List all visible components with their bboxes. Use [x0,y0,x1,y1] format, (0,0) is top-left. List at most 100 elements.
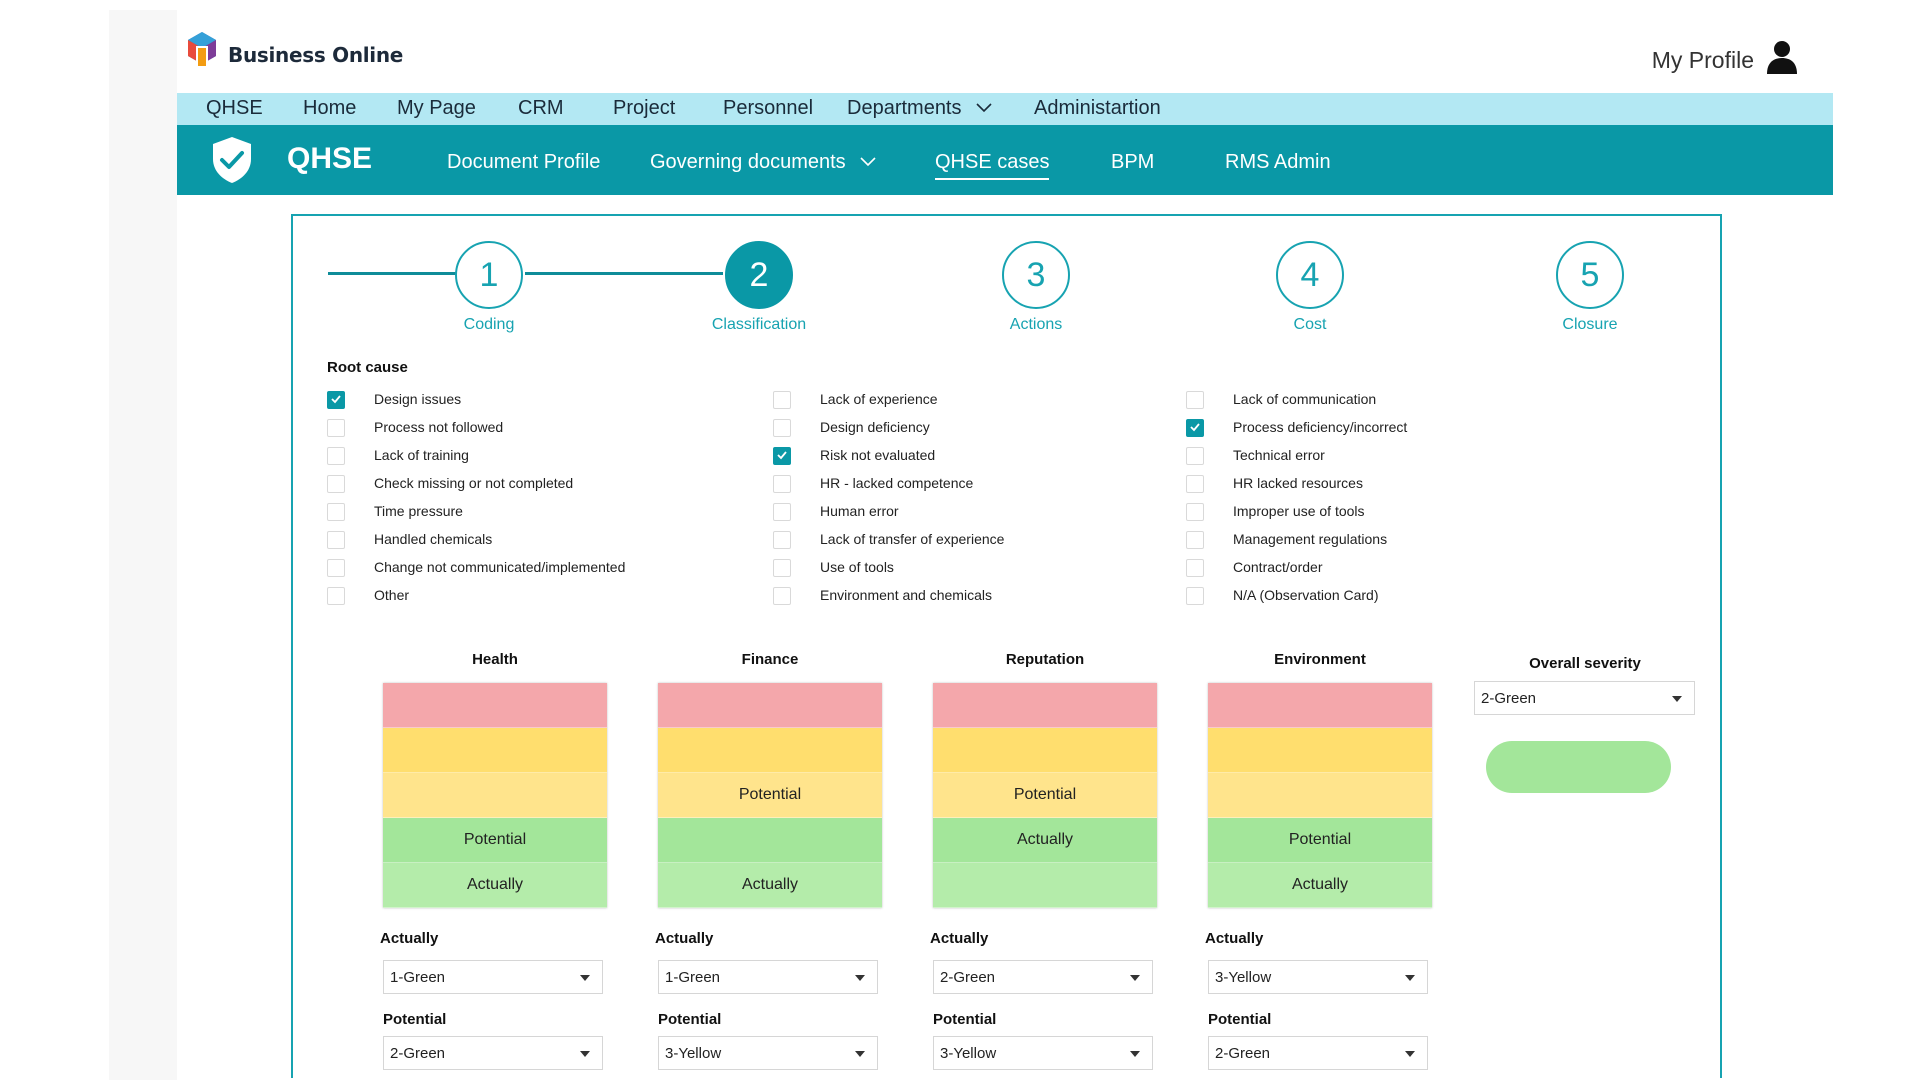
checkbox[interactable] [1186,391,1204,409]
checkbox[interactable] [1186,447,1204,465]
root-cause-option[interactable]: Human error [773,502,899,522]
actually-select[interactable]: 3-Yellow [1208,960,1428,994]
root-cause-option[interactable]: Handled chemicals [327,530,492,550]
potential-select[interactable]: 3-Yellow [658,1036,878,1070]
actually-select[interactable]: 1-Green [658,960,878,994]
checkbox[interactable] [773,559,791,577]
root-cause-option[interactable]: HR - lacked competence [773,474,973,494]
step-5-circle[interactable]: 5 [1556,241,1624,309]
nav-item-my-page[interactable]: My Page [397,97,476,119]
root-cause-option[interactable]: Risk not evaluated [773,446,935,466]
root-cause-option[interactable]: Change not communicated/implemented [327,558,625,578]
root-cause-option[interactable]: Check missing or not completed [327,474,573,494]
severity-band[interactable]: Actually [1208,863,1432,908]
severity-band[interactable]: Potential [383,818,607,863]
severity-band[interactable] [933,728,1157,773]
nav-item-crm[interactable]: CRM [518,97,564,119]
brand[interactable]: Business Online [182,30,403,79]
subnav-document-profile[interactable]: Document Profile [447,151,601,173]
root-cause-option[interactable]: Technical error [1186,446,1325,466]
potential-select[interactable]: 3-Yellow [933,1036,1153,1070]
nav-item-qhse[interactable]: QHSE [206,97,263,119]
severity-band[interactable] [1208,728,1432,773]
profile-menu[interactable]: My Profile [1652,40,1798,80]
nav-item-administartion[interactable]: Administartion [1034,97,1161,119]
root-cause-option[interactable]: Design issues [327,390,461,410]
checkbox[interactable] [1186,419,1204,437]
checkbox[interactable] [1186,587,1204,605]
severity-band[interactable] [383,683,607,728]
nav-item-home[interactable]: Home [303,97,357,119]
subnav-rms-admin[interactable]: RMS Admin [1225,151,1331,173]
root-cause-option-label: Environment and chemicals [820,587,992,603]
severity-band[interactable] [383,728,607,773]
checkbox[interactable] [1186,559,1204,577]
root-cause-option[interactable]: Design deficiency [773,418,930,438]
checkbox[interactable] [327,475,345,493]
severity-band[interactable] [658,818,882,863]
root-cause-option[interactable]: Use of tools [773,558,894,578]
root-cause-option[interactable]: Management regulations [1186,530,1387,550]
severity-band[interactable] [1208,773,1432,818]
step-4-circle[interactable]: 4 [1276,241,1344,309]
step-3-circle[interactable]: 3 [1002,241,1070,309]
severity-band[interactable]: Potential [1208,818,1432,863]
checkbox[interactable] [773,419,791,437]
checkbox[interactable] [327,587,345,605]
subnav-bpm[interactable]: BPM [1111,151,1155,173]
severity-band[interactable] [658,728,882,773]
overall-severity-indicator[interactable] [1486,741,1671,793]
step-2-circle[interactable]: 2 [725,241,793,309]
checkbox[interactable] [1186,475,1204,493]
root-cause-option[interactable]: Lack of transfer of experience [773,530,1004,550]
severity-band[interactable]: Actually [658,863,882,908]
actually-select[interactable]: 1-Green [383,960,603,994]
checkbox[interactable] [773,503,791,521]
overall-severity-select[interactable]: 2-Green [1474,681,1695,715]
root-cause-option[interactable]: Process not followed [327,418,503,438]
root-cause-option[interactable]: Improper use of tools [1186,502,1365,522]
severity-band[interactable] [1208,683,1432,728]
step-1-circle[interactable]: 1 [455,241,523,309]
checkbox[interactable] [773,475,791,493]
checkbox[interactable] [327,559,345,577]
severity-band[interactable]: Actually [383,863,607,908]
severity-band[interactable] [383,773,607,818]
nav-item-project[interactable]: Project [613,97,676,119]
root-cause-option[interactable]: Lack of communication [1186,390,1376,410]
severity-band[interactable] [933,863,1157,908]
checkbox[interactable] [327,419,345,437]
nav-item-personnel[interactable]: Personnel [723,97,814,119]
root-cause-option[interactable]: Process deficiency/incorrect [1186,418,1407,438]
checkbox[interactable] [327,391,345,409]
root-cause-option[interactable]: Lack of experience [773,390,938,410]
root-cause-option[interactable]: Other [327,586,409,606]
root-cause-option[interactable]: N/A (Observation Card) [1186,586,1379,606]
subnav-governing-documents[interactable]: Governing documents [650,151,877,174]
nav-item-departments[interactable]: Departments [847,97,993,120]
subnav-qhse-cases[interactable]: QHSE cases [935,151,1050,180]
checkbox[interactable] [773,531,791,549]
checkbox[interactable] [1186,531,1204,549]
potential-select[interactable]: 2-Green [1208,1036,1428,1070]
actually-select[interactable]: 2-Green [933,960,1153,994]
severity-band[interactable] [658,683,882,728]
checkbox[interactable] [773,587,791,605]
checkbox[interactable] [1186,503,1204,521]
root-cause-option[interactable]: Lack of training [327,446,469,466]
potential-select[interactable]: 2-Green [383,1036,603,1070]
severity-band[interactable]: Potential [933,773,1157,818]
root-cause-option[interactable]: HR lacked resources [1186,474,1363,494]
checkbox[interactable] [327,531,345,549]
root-cause-option[interactable]: Time pressure [327,502,463,522]
dropdown-arrow-icon [855,1051,865,1057]
root-cause-option[interactable]: Contract/order [1186,558,1322,578]
severity-band[interactable]: Potential [658,773,882,818]
checkbox[interactable] [773,447,791,465]
checkbox[interactable] [327,503,345,521]
checkbox[interactable] [773,391,791,409]
checkbox[interactable] [327,447,345,465]
root-cause-option[interactable]: Environment and chemicals [773,586,992,606]
severity-band[interactable] [933,683,1157,728]
severity-band[interactable]: Actually [933,818,1157,863]
